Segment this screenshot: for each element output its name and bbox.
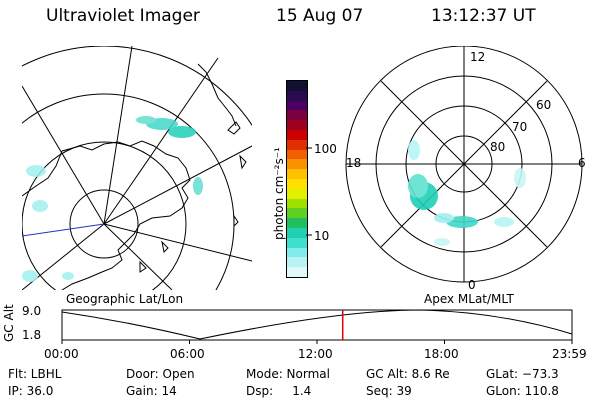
filter-info: Flt: LBHL [8, 367, 62, 381]
colorbar-swatch [287, 208, 307, 219]
colorbar-swatch [287, 81, 307, 91]
colorbar-unit-label: photon cm⁻²s⁻¹ [272, 147, 286, 240]
altitude-xtick-1800: 18:00 [424, 347, 459, 361]
colorbar-swatch [287, 110, 307, 121]
altitude-xtick-2359: 23:59 [552, 347, 587, 361]
colorbar-swatch [287, 90, 307, 101]
mlat-label-70: 70 [512, 120, 528, 134]
date-label: 15 Aug 07 [276, 6, 364, 26]
colorbar-swatch [287, 257, 307, 268]
app-title: Ultraviolet Imager [46, 6, 200, 26]
colorbar-swatch [287, 100, 307, 111]
ip-info: IP: 36.0 [8, 384, 54, 398]
glon-info: GLon: 110.8 [486, 384, 559, 398]
altitude-plot [61, 309, 573, 344]
altitude-ytick-1-8: 1.8 [22, 328, 42, 342]
mlt-label-6: 6 [578, 156, 586, 170]
geographic-map [22, 46, 252, 290]
colorbar-swatch [287, 139, 307, 150]
gc-alt-info: GC Alt: 8.6 Re [366, 367, 450, 381]
colorbar [286, 80, 308, 278]
colorbar-swatch [287, 247, 307, 258]
colorbar-ticks [306, 147, 312, 236]
colorbar-swatch [287, 227, 307, 238]
mlt-label-18: 18 [346, 156, 362, 170]
mlat-mlt-plot [345, 46, 583, 283]
altitude-xtick-0600: 06:00 [170, 347, 205, 361]
dsp-info: Dsp: 1.4 [246, 384, 312, 398]
colorbar-swatch [287, 129, 307, 140]
mode-info: Mode: Normal [246, 367, 330, 381]
colorbar-swatch [287, 198, 307, 209]
seq-info: Seq: 39 [366, 384, 412, 398]
colorbar-swatch [287, 120, 307, 130]
altitude-xtick-1200: 12:00 [298, 347, 333, 361]
glat-info: GLat: −73.3 [486, 367, 559, 381]
mlat-label-80: 80 [490, 140, 506, 154]
altitude-ytick-9: 9.0 [22, 304, 42, 318]
altitude-xtick-0000: 00:00 [44, 347, 79, 361]
mlt-label-0: 0 [468, 278, 476, 292]
colorbar-swatch [287, 188, 307, 199]
colorbar-swatch [287, 149, 307, 160]
colorbar-swatch [287, 267, 307, 277]
colorbar-tick-100: 100 [314, 142, 337, 156]
time-label: 13:12:37 UT [431, 6, 536, 26]
colorbar-swatch [287, 169, 307, 179]
colorbar-tick-10: 10 [314, 229, 330, 243]
left-map-caption: Geographic Lat/Lon [66, 292, 184, 306]
colorbar-swatch [287, 237, 307, 248]
mlat-label-60: 60 [536, 98, 552, 112]
altitude-ylabel: GC Alt [2, 304, 16, 342]
colorbar-swatch [287, 159, 307, 170]
colorbar-swatch [287, 218, 307, 228]
colorbar-swatch [287, 178, 307, 189]
door-info: Door: Open [126, 367, 195, 381]
right-map-caption: Apex MLat/MLT [424, 292, 514, 306]
gain-info: Gain: 14 [126, 384, 177, 398]
mlt-label-12: 12 [470, 50, 486, 64]
